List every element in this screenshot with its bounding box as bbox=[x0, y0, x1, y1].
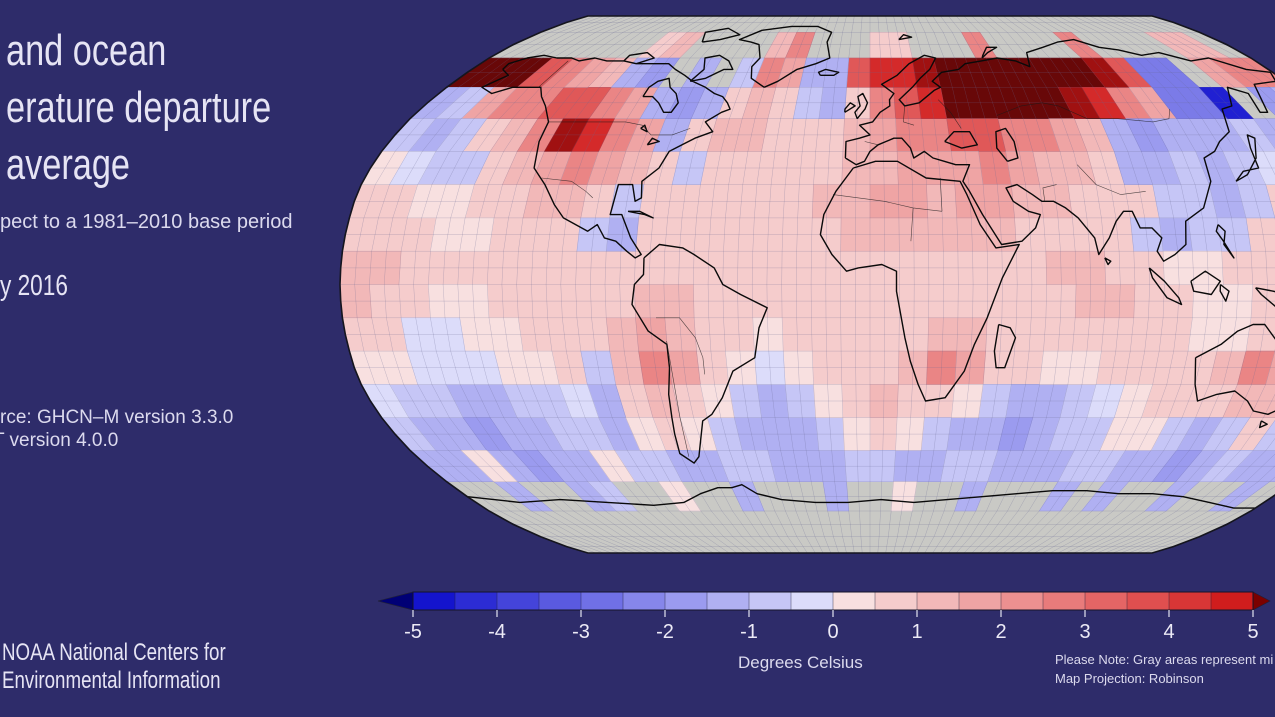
title-line-3: average bbox=[6, 140, 131, 189]
colorbar-tick-label: -1 bbox=[740, 621, 758, 643]
noaa-credit-line-2: Environmental Information bbox=[2, 667, 221, 694]
colorbar-tick-label: 2 bbox=[995, 621, 1006, 643]
noaa-credit: NOAA National Centers for Environmental … bbox=[2, 639, 226, 695]
title-line-1: and ocean bbox=[6, 26, 167, 75]
colorbar-tick-label: 4 bbox=[1163, 621, 1174, 643]
colorbar-tick-label: 1 bbox=[911, 621, 922, 643]
colorbar-left-arrow bbox=[377, 591, 414, 611]
colorbar-tick-label: -3 bbox=[572, 621, 590, 643]
colorbar-scale bbox=[377, 591, 1271, 611]
base-period-subtitle: pect to a 1981–2010 base period bbox=[0, 211, 293, 233]
source-line-1: rce: GHCN–M version 3.3.0 bbox=[0, 407, 234, 428]
colorbar-tick-label: 3 bbox=[1079, 621, 1090, 643]
map-outline bbox=[339, 15, 1275, 554]
noaa-credit-line-1: NOAA National Centers for bbox=[2, 639, 226, 666]
map-notes: Please Note: Gray areas represent mi Map… bbox=[1055, 650, 1273, 688]
date-label: y 2016 bbox=[0, 270, 68, 302]
colorbar-tick-label: -2 bbox=[656, 621, 674, 643]
colorbar-tick-label: -4 bbox=[488, 621, 506, 643]
colorbar-tick-label: 0 bbox=[827, 621, 838, 643]
data-source: rce: GHCN–M version 3.3.0 T version 4.0.… bbox=[0, 406, 233, 452]
colorbar-tick-label: -5 bbox=[404, 621, 422, 643]
country-borders bbox=[538, 60, 1170, 457]
colorbar-ticks: -5 -4 -3 -2 -1 0 1 2 3 4 5 bbox=[404, 610, 1259, 643]
source-line-2: T version 4.0.0 bbox=[0, 430, 119, 451]
coastlines bbox=[467, 25, 1275, 509]
note-gray-areas: Please Note: Gray areas represent mi bbox=[1055, 652, 1274, 667]
colorbar-units-label: Degrees Celsius bbox=[738, 653, 863, 672]
map-graticule bbox=[340, 16, 1275, 553]
note-projection: Map Projection: Robinson bbox=[1055, 671, 1204, 686]
colorbar-right-arrow bbox=[1252, 591, 1271, 611]
colorbar-tick-label: 5 bbox=[1247, 621, 1258, 643]
title-line-2: erature departure bbox=[6, 83, 272, 132]
page-title: and ocean erature departure average bbox=[6, 22, 271, 193]
